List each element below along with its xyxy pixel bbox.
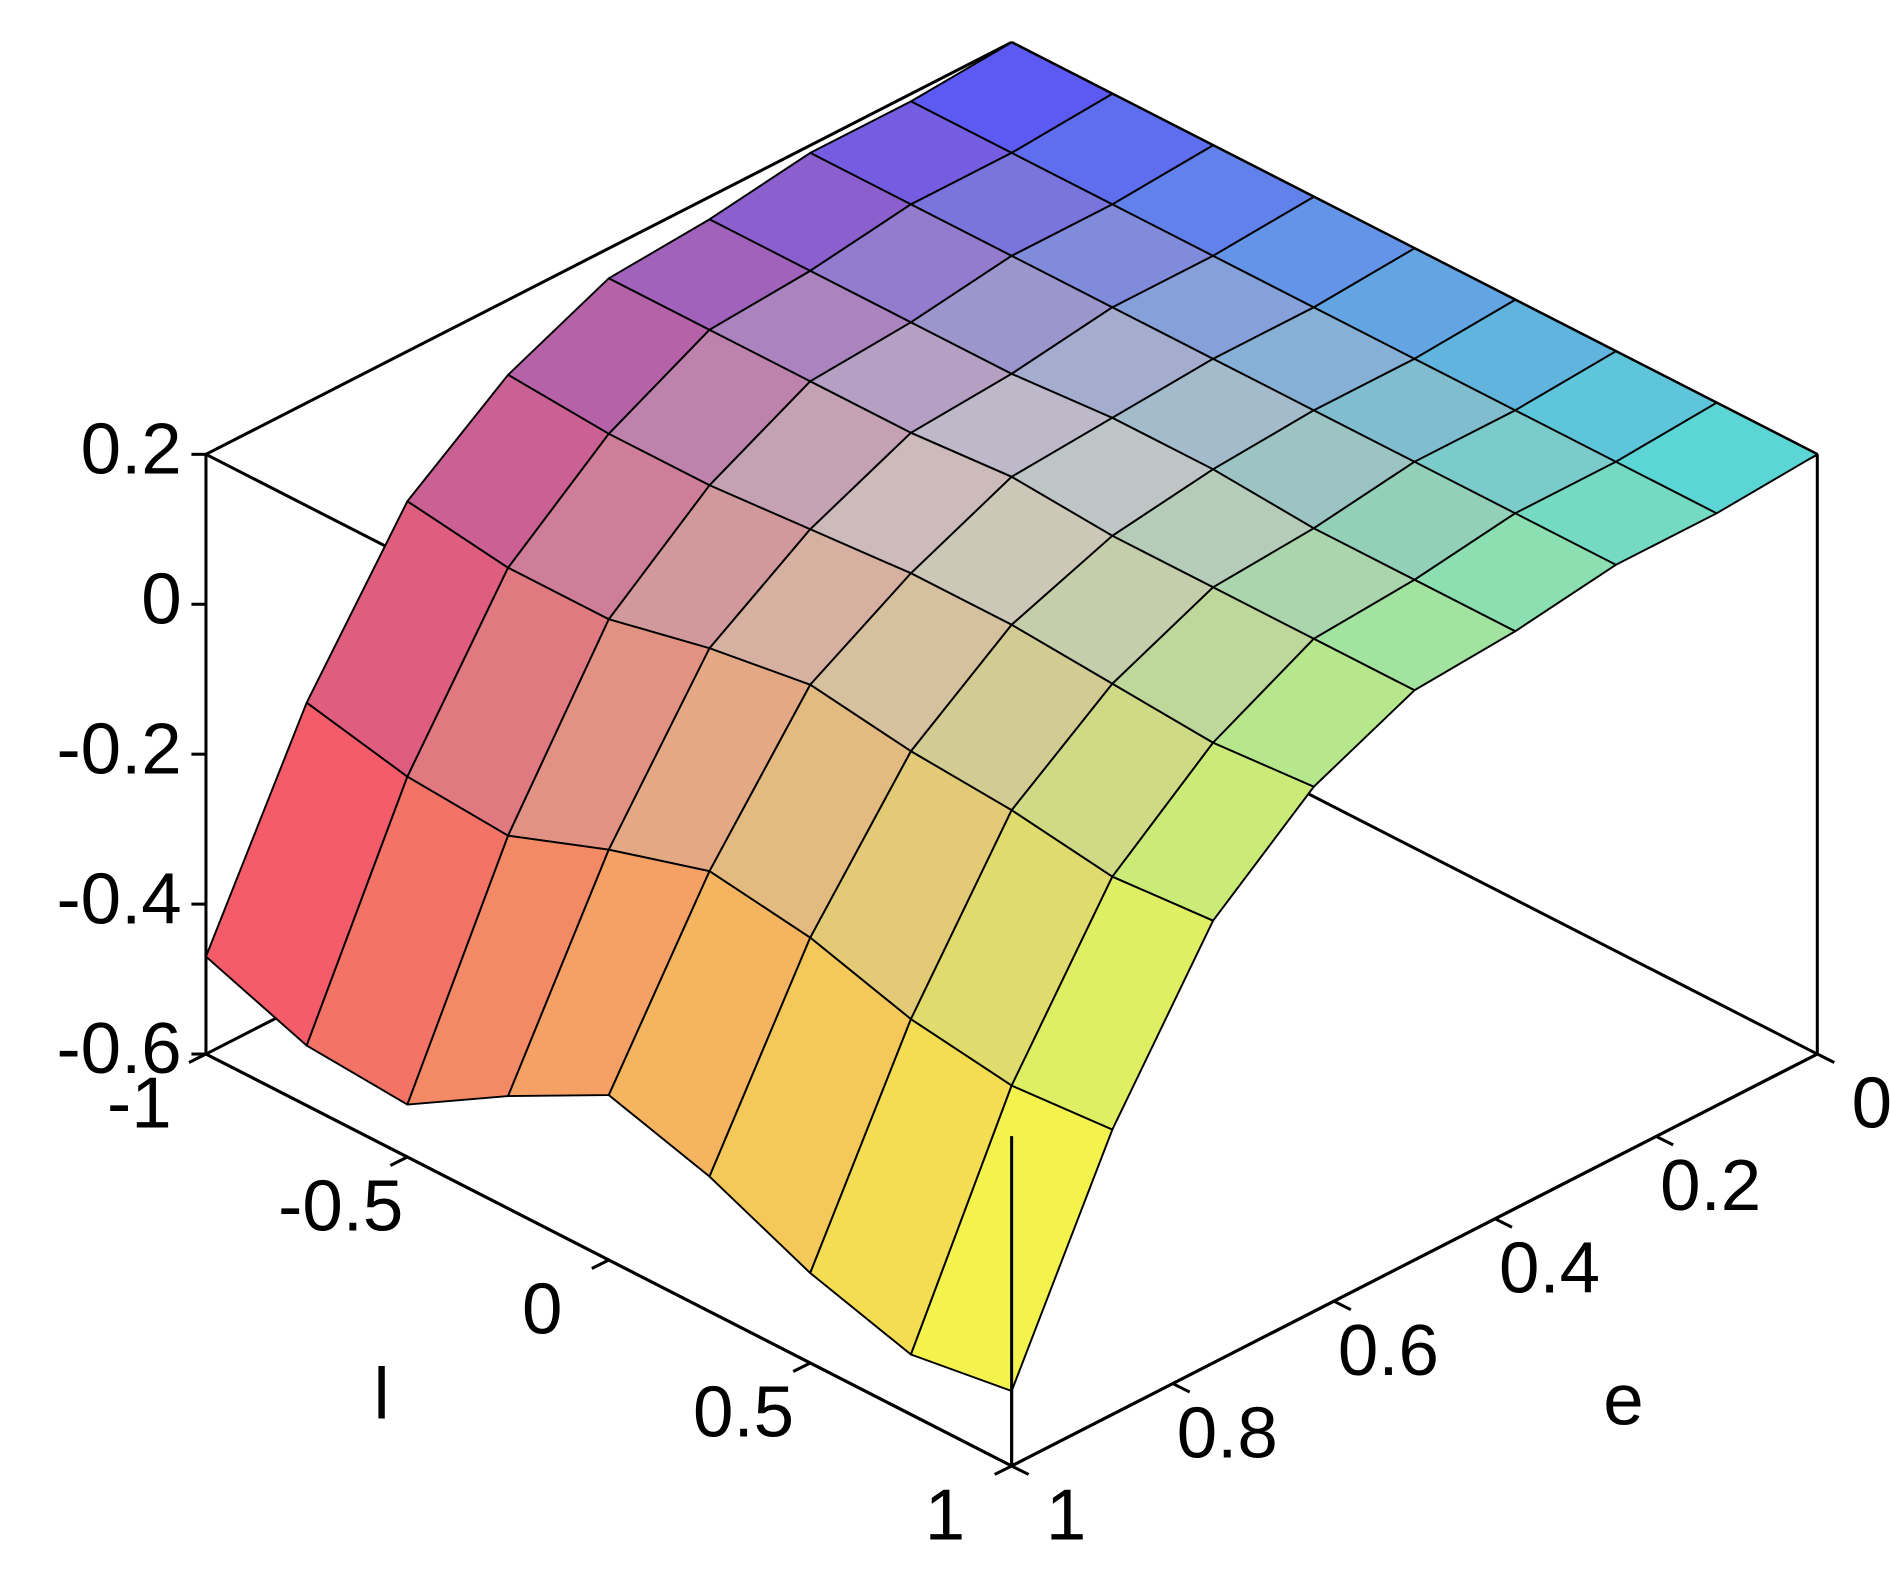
box-edge	[1010, 1052, 1818, 1468]
y-axis-label: e	[1603, 1360, 1643, 1441]
z-tick-label: -0.2	[56, 708, 181, 789]
x-tick-label: 0	[522, 1269, 562, 1350]
x-tick-label: 0.5	[693, 1372, 794, 1453]
x-tick-label: -0.5	[278, 1166, 403, 1247]
x-axis-label: l	[374, 1354, 390, 1435]
z-tick-label: 0.2	[81, 409, 182, 490]
y-tick	[1172, 1382, 1191, 1394]
x-tick	[993, 1464, 1013, 1476]
x-tick-label: 1	[925, 1475, 965, 1556]
box-edge	[205, 41, 1013, 456]
y-tick-label: 0	[1852, 1063, 1890, 1144]
z-tick-label: -0.6	[56, 1008, 181, 1089]
y-tick	[1494, 1217, 1513, 1229]
y-tick	[1655, 1135, 1674, 1147]
x-tick-label: -1	[107, 1063, 172, 1144]
y-tick-label: 1	[1046, 1475, 1086, 1556]
y-tick-label: 0.4	[1499, 1228, 1600, 1309]
y-tick	[1333, 1299, 1352, 1312]
y-tick-label: 0.2	[1660, 1145, 1761, 1226]
x-tick	[389, 1155, 409, 1167]
y-tick	[1010, 1464, 1030, 1476]
front-edges: -0.6 -0.4 -0.2 0 0.2 -1 -0.5 0 0.5 1 0 0.2 0.4 0.6 0.8…	[56, 409, 1890, 1556]
y-tick-label: 0.6	[1338, 1310, 1439, 1391]
x-tick	[591, 1258, 610, 1270]
x-tick	[188, 1052, 207, 1064]
y-tick	[1816, 1052, 1835, 1064]
z-tick-label: 0	[141, 558, 181, 639]
z-tick-label: -0.4	[56, 858, 181, 939]
x-tick	[792, 1361, 811, 1373]
y-tick-label: 0.8	[1177, 1392, 1278, 1473]
